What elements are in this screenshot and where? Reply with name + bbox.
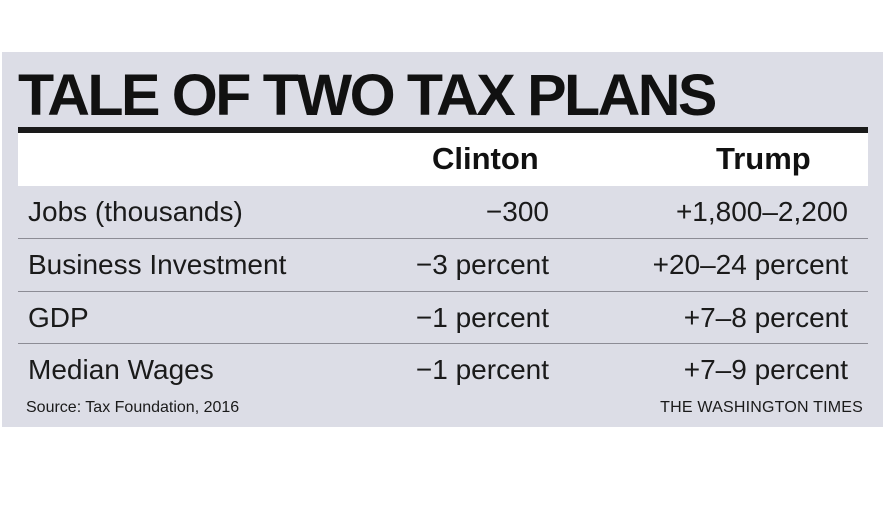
row-divider <box>18 238 868 239</box>
column-header-trump: Trump <box>716 141 811 176</box>
title-rule <box>18 127 868 133</box>
source-note: Source: Tax Foundation, 2016 <box>26 399 240 416</box>
row-divider <box>18 343 868 344</box>
row-label: Jobs (thousands) <box>28 196 243 227</box>
column-header-band <box>18 133 868 186</box>
row-label: Median Wages <box>28 354 214 385</box>
clinton-value: −1 percent <box>415 302 549 333</box>
trump-value: +1,800–2,200 <box>675 196 848 227</box>
clinton-value: −300 <box>485 196 549 227</box>
clinton-value: −3 percent <box>415 249 549 280</box>
table-row: Business Investment −3 percent +20–24 pe… <box>18 239 868 291</box>
table-row: GDP −1 percent +7–8 percent <box>18 292 868 344</box>
trump-value: +7–8 percent <box>683 302 848 333</box>
chart-title: TALE OF TWO TAX PLANS <box>18 63 717 128</box>
trump-value: +7–9 percent <box>683 354 848 385</box>
table-row: Median Wages −1 percent +7–9 percent <box>18 344 868 396</box>
publisher-credit: THE WASHINGTON TIMES <box>660 399 863 416</box>
trump-value: +20–24 percent <box>652 249 848 280</box>
clinton-value: −1 percent <box>415 354 549 385</box>
infographic-panel <box>2 52 883 427</box>
row-label: GDP <box>28 302 89 333</box>
row-label: Business Investment <box>28 249 287 280</box>
row-divider <box>18 291 868 292</box>
column-header-clinton: Clinton <box>432 141 539 176</box>
table-row: Jobs (thousands) −300 +1,800–2,200 <box>18 186 868 238</box>
